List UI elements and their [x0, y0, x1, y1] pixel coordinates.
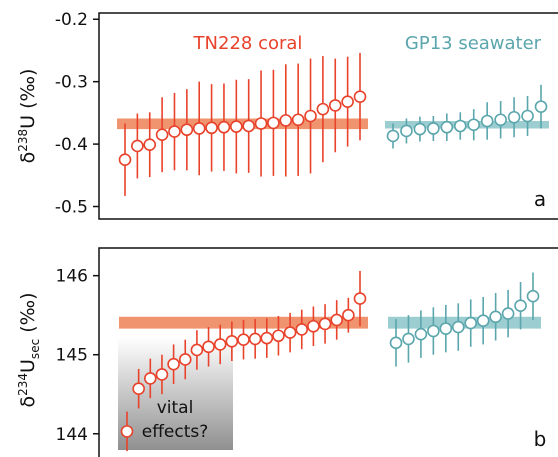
data-point [213, 338, 227, 351]
data-point [304, 109, 317, 123]
y-tick-label: -0.5 [55, 198, 88, 218]
data-point [534, 100, 548, 113]
data-point [132, 382, 145, 395]
data-point [202, 340, 215, 354]
panel-b-letter: b [534, 427, 547, 451]
data-point [341, 95, 354, 108]
panel-a-seawater-label: GP13 seawater [405, 33, 542, 54]
mean-band [385, 120, 549, 129]
data-point [439, 322, 453, 335]
data-point [386, 129, 400, 143]
data-point [318, 317, 332, 331]
data-point [467, 118, 481, 132]
data-point [205, 121, 218, 135]
panel-b-y-ticks: 146 145 144 [56, 267, 99, 445]
data-point [427, 324, 440, 338]
data-point [330, 313, 344, 327]
data-point [494, 113, 507, 127]
panel-a: -0.2 -0.3 -0.4 -0.5 TN228 coral GP13 seawat… [16, 10, 558, 220]
data-point [413, 122, 427, 136]
data-point [118, 153, 132, 166]
data-point [120, 425, 134, 438]
data-point [316, 102, 330, 116]
data-point [295, 323, 309, 336]
panel-b-y-axis-title: δ234Usec (‰) [16, 292, 42, 407]
mean-band [117, 118, 368, 130]
data-point [400, 124, 413, 138]
data-point [451, 320, 465, 334]
data-point [402, 332, 415, 346]
data-point [267, 116, 280, 130]
y-tick-label: -0.2 [55, 10, 88, 30]
data-point [414, 327, 428, 341]
y-tick-label: 145 [56, 346, 88, 366]
data-point [230, 120, 243, 133]
panel-a-points [118, 52, 548, 196]
data-point [272, 329, 285, 343]
data-point [507, 110, 521, 124]
data-point [192, 122, 206, 135]
data-point [279, 114, 293, 127]
data-point [180, 123, 194, 137]
data-point [190, 343, 204, 357]
data-point [217, 120, 231, 134]
panel-a-bands [117, 118, 549, 130]
data-point [476, 314, 490, 328]
data-point [178, 353, 192, 366]
y-tick-label: -0.4 [55, 135, 88, 155]
data-point [254, 117, 268, 130]
data-point [514, 299, 527, 313]
data-point [328, 99, 342, 112]
data-point [260, 331, 274, 345]
data-point [283, 326, 297, 339]
data-point [167, 357, 180, 371]
data-point [501, 307, 515, 320]
data-point [237, 333, 250, 346]
y-tick-label: 146 [56, 267, 88, 287]
data-point [291, 113, 305, 127]
panel-a-y-axis-title: δ238U (‰) [16, 69, 39, 164]
vital-effects-label-line2: effects? [142, 422, 209, 442]
data-point [389, 336, 403, 350]
y-tick-label: -0.3 [55, 73, 88, 93]
panel-a-coral-label: TN228 coral [193, 33, 303, 54]
data-point [342, 308, 355, 322]
vital-effects-label-line1: vital [157, 398, 194, 418]
data-point [480, 114, 494, 128]
data-point [353, 90, 367, 103]
data-point [225, 334, 239, 348]
data-point [526, 289, 540, 303]
panel-a-frame [98, 12, 558, 220]
data-point [521, 109, 534, 123]
panel-a-letter: a [534, 187, 546, 211]
data-point [242, 119, 255, 133]
data-point [131, 139, 144, 153]
data-point [155, 128, 169, 142]
data-point [307, 319, 320, 333]
panel-b: vital effects? 146 145 144 b δ234Usec (‰) [16, 247, 558, 457]
data-point [248, 332, 262, 346]
panel-b-frame [98, 247, 558, 457]
data-point [440, 120, 454, 134]
data-point [155, 368, 169, 381]
data-point [464, 316, 478, 330]
data-point [168, 125, 181, 138]
data-point [143, 138, 157, 152]
data-point [353, 292, 367, 305]
data-point [453, 119, 467, 133]
panel-b-points [120, 270, 540, 452]
data-point [144, 372, 157, 385]
y-tick-label: 144 [56, 425, 88, 445]
data-point [427, 122, 440, 135]
panel-a-y-ticks: -0.2 -0.3 -0.4 -0.5 [55, 10, 99, 218]
data-point [489, 310, 502, 324]
